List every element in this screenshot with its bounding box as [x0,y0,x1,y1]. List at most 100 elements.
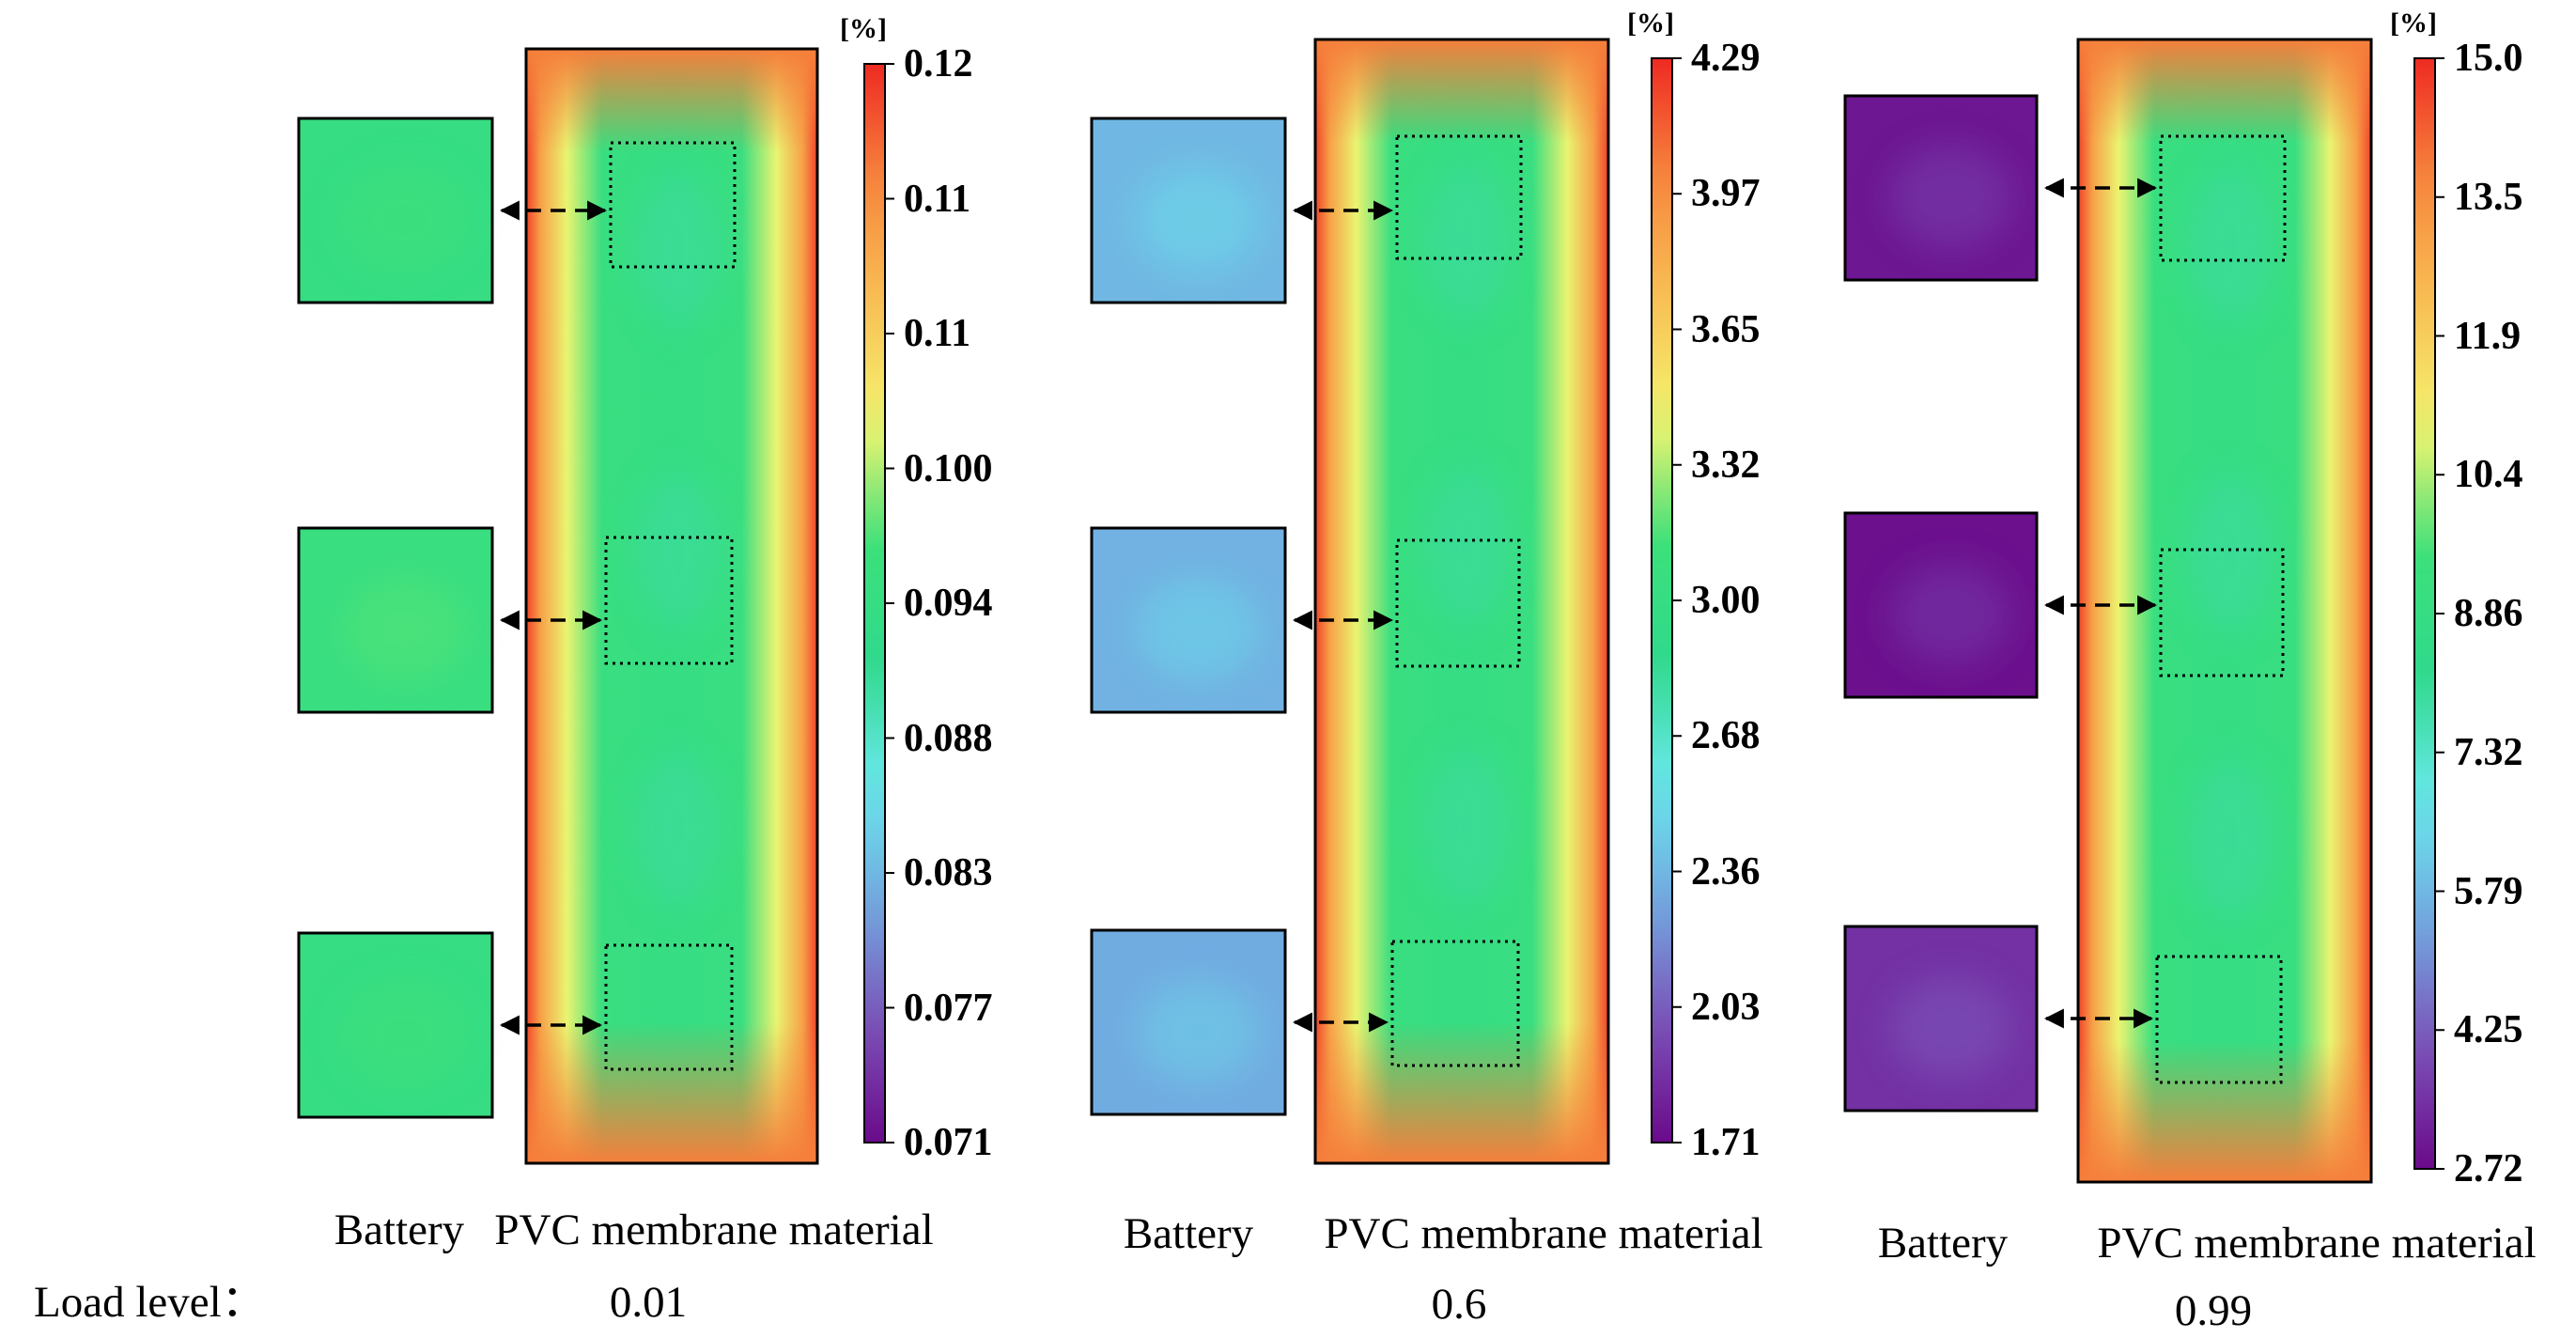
region-box [2159,134,2287,262]
load-level-value: 0.6 [1431,1280,1487,1329]
colorbar-tick-label: 4.29 [1691,37,1761,80]
colorbar-unit: [%] [840,13,887,44]
colorbar-tick-label: 3.32 [1691,443,1761,487]
membrane-bottom-edge [526,1022,817,1163]
colorbar-tick-label: 15.0 [2454,37,2523,80]
colorbar-tick-label: 10.4 [2454,453,2523,497]
colorbar-tick-label: 3.65 [1691,307,1761,351]
colorbar-tick-label: 2.68 [1691,714,1761,758]
region-box [1395,134,1523,260]
battery-frame [1843,511,2039,699]
colorbar-tick-label: 2.72 [2454,1147,2523,1190]
membrane-frame [524,47,819,1165]
colorbar-tick-label: 0.11 [904,177,971,221]
battery-hotspot [343,167,468,272]
membrane-top-edge [526,49,817,152]
battery-map [1843,925,2039,1112]
battery-map [1090,526,1287,714]
region-box [609,141,737,269]
panel-3 [1843,38,2444,1184]
colorbar-tick-label: 0.071 [904,1121,993,1164]
colorbar-tick-label: 1.71 [1691,1121,1761,1164]
battery-frame [297,117,494,304]
colorbar-tick-label: 3.00 [1691,579,1761,622]
region-box [604,536,734,665]
membrane-hotspot [1426,163,1509,320]
region-box [1390,940,1520,1067]
membrane-map [524,47,819,1165]
colorbar-tick-label: 13.5 [2454,175,2523,219]
colorbar-tick-label: 8.86 [2454,592,2523,635]
region-box [604,943,734,1071]
colorbar-tick-label: 2.36 [1691,849,1761,894]
membrane-caption: PVC membrane material [494,1206,934,1254]
membrane-top-edge [2078,39,2371,143]
region-box [2155,955,2283,1084]
battery-hotspot [1136,979,1261,1083]
battery-hotspot [1888,975,2012,1080]
battery-frame [1090,526,1287,714]
colorbar-tick-label: 0.12 [904,42,973,86]
colorbar [863,63,886,1144]
battery-caption: Battery [334,1206,465,1254]
battery-map [297,526,494,714]
battery-hotspot [343,577,468,681]
battery-hotspot [1888,145,2012,249]
colorbar-tick-label: 0.088 [904,716,993,760]
battery-map [297,117,494,304]
colorbar-tick-label: 2.03 [1691,985,1761,1029]
membrane-hotspot [2189,474,2272,634]
membrane-frame [1313,38,1610,1165]
battery-hotspot [1136,167,1261,272]
membrane-hotspot [636,171,719,328]
load-level-value: 0.01 [609,1278,688,1327]
load-level-label: Load level： [34,1278,266,1327]
colorbar-tick-label: 0.094 [904,582,993,625]
panel-1 [297,47,894,1165]
region-box [2159,548,2285,677]
colorbar-tick-label: 11.9 [2454,314,2522,358]
colorbar [2413,57,2436,1170]
colorbar-tick-label: 0.100 [904,446,993,490]
battery-map [1090,117,1287,304]
membrane-hotspot [1426,466,1509,624]
membrane-caption: PVC membrane material [1324,1209,1763,1258]
colorbar [1651,57,1673,1144]
membrane-hotspot [2189,164,2272,325]
battery-frame [1843,925,2039,1112]
panel-2 [1090,38,1682,1165]
membrane-hotspot [636,751,719,908]
colorbar-tick-label: 7.32 [2454,730,2523,774]
colorbar-unit: [%] [2390,8,2437,39]
region-box [1395,538,1521,668]
membrane-caption: PVC membrane material [2097,1219,2537,1268]
colorbar-tick-label: 5.79 [2454,869,2523,913]
battery-map [1090,928,1287,1116]
membrane-bottom-edge [1315,1022,1608,1163]
battery-caption: Battery [1123,1209,1254,1258]
battery-frame [1090,117,1287,304]
membrane-map [1313,38,1610,1165]
membrane-top-edge [1315,39,1608,143]
battery-hotspot [343,982,468,1086]
battery-hotspot [1888,562,2012,666]
battery-hotspot [1136,577,1261,681]
colorbar-tick-label: 4.25 [2454,1008,2523,1052]
membrane-bottom-edge [2078,1041,2371,1182]
battery-caption: Battery [1877,1219,2009,1268]
membrane-hotspot [1426,747,1509,905]
battery-frame [1843,94,2039,282]
colorbar-tick-label: 0.083 [904,851,993,895]
battery-frame [1090,928,1287,1116]
colorbar-unit: [%] [1627,8,1674,39]
colorbar-tick-label: 3.97 [1691,172,1761,216]
battery-map [1843,511,2039,699]
battery-map [1843,94,2039,282]
battery-frame [297,526,494,714]
membrane-map [2076,38,2373,1184]
membrane-hotspot [2189,759,2272,920]
colorbar-tick-label: 0.077 [904,986,993,1030]
load-level-value: 0.99 [2174,1286,2253,1335]
